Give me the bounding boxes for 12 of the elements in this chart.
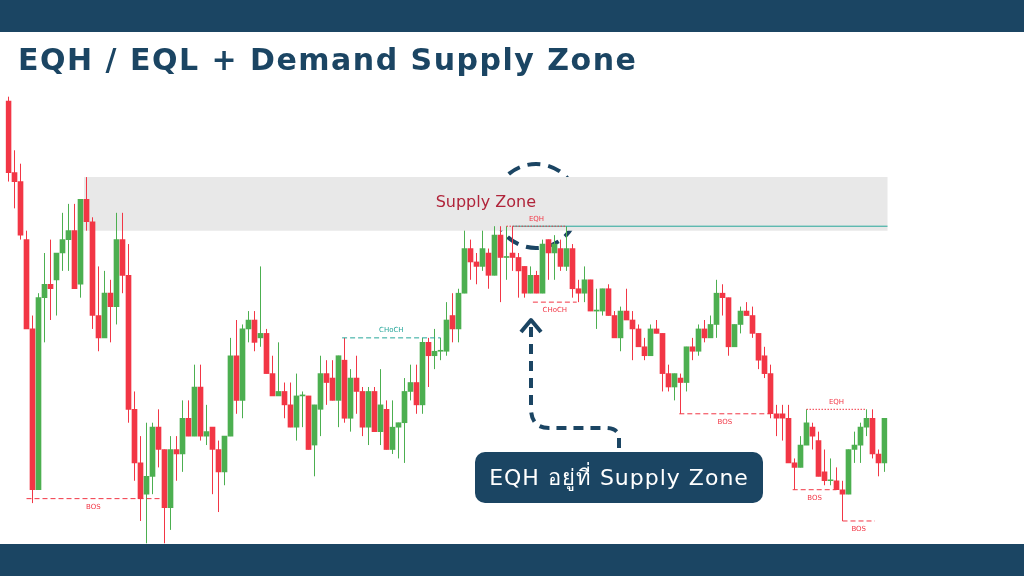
candlestick: [689, 337, 696, 361]
candlestick: [503, 225, 510, 281]
candlestick: [479, 230, 486, 272]
annotation: EQH อยู่ที่ Supply Zone: [475, 452, 763, 503]
band-label: Supply Zone: [435, 192, 536, 212]
chart-title: EQH / EQL + Demand Supply Zone: [18, 42, 638, 77]
candlestick: [563, 225, 570, 272]
candlestick: [527, 265, 534, 294]
candlestick: [827, 457, 834, 486]
candlestick: [533, 270, 540, 294]
candlestick: [557, 239, 564, 272]
candlestick: [581, 265, 588, 303]
